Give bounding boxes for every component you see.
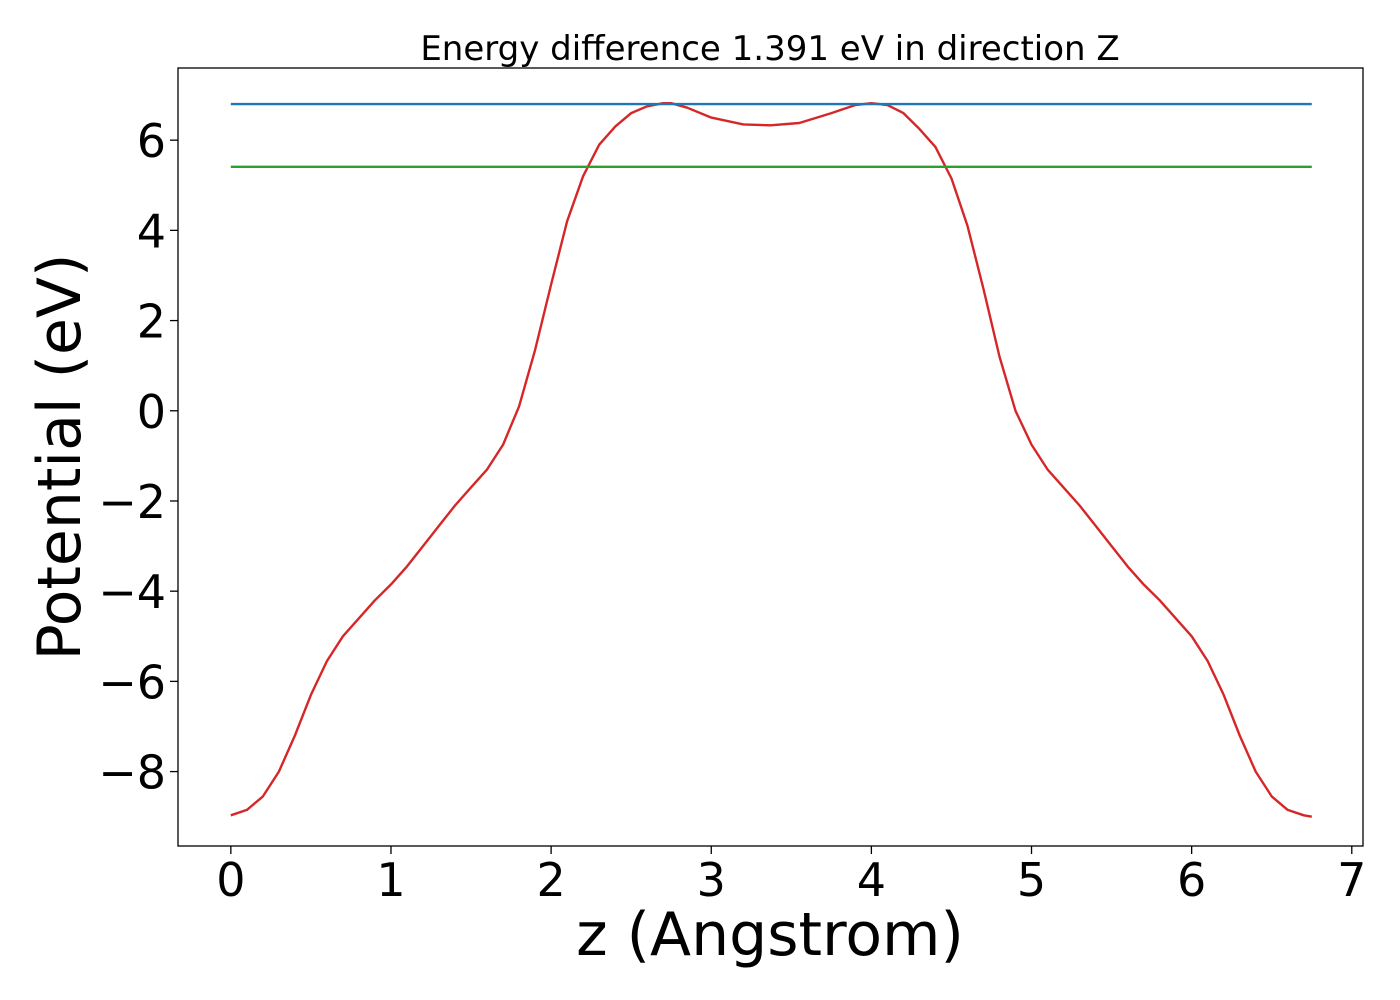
x-tick-label: 3	[697, 853, 726, 907]
x-tick-label: 6	[1177, 853, 1206, 907]
plot-area	[230, 102, 1313, 818]
x-tick-label: 7	[1337, 853, 1366, 907]
y-axis: −8 −6 −4 −2 0 2 4 6	[98, 114, 178, 800]
y-tick-label: 2	[137, 295, 166, 349]
series-line-0	[230, 102, 1313, 818]
y-tick-label: −4	[98, 565, 166, 619]
x-axis-label: z (Angstrom)	[576, 900, 964, 970]
plot-frame	[177, 67, 1364, 847]
chart-title: Energy difference 1.391 eV in direction …	[420, 29, 1119, 69]
y-tick-label: −6	[98, 655, 166, 709]
y-tick-label: 6	[137, 114, 166, 168]
y-axis-label: Potential (eV)	[25, 254, 95, 661]
x-tick-label: 1	[376, 853, 405, 907]
y-tick-label: −2	[98, 475, 166, 529]
x-tick-label: 5	[1017, 853, 1046, 907]
y-tick-label: 0	[137, 385, 166, 439]
x-axis: 0 1 2 3 4 5 6 7	[216, 846, 1366, 907]
x-tick-label: 4	[857, 853, 886, 907]
x-tick-label: 0	[216, 853, 245, 907]
x-tick-label: 2	[536, 853, 565, 907]
y-tick-label: −8	[98, 746, 166, 800]
y-tick-label: 4	[137, 204, 166, 258]
